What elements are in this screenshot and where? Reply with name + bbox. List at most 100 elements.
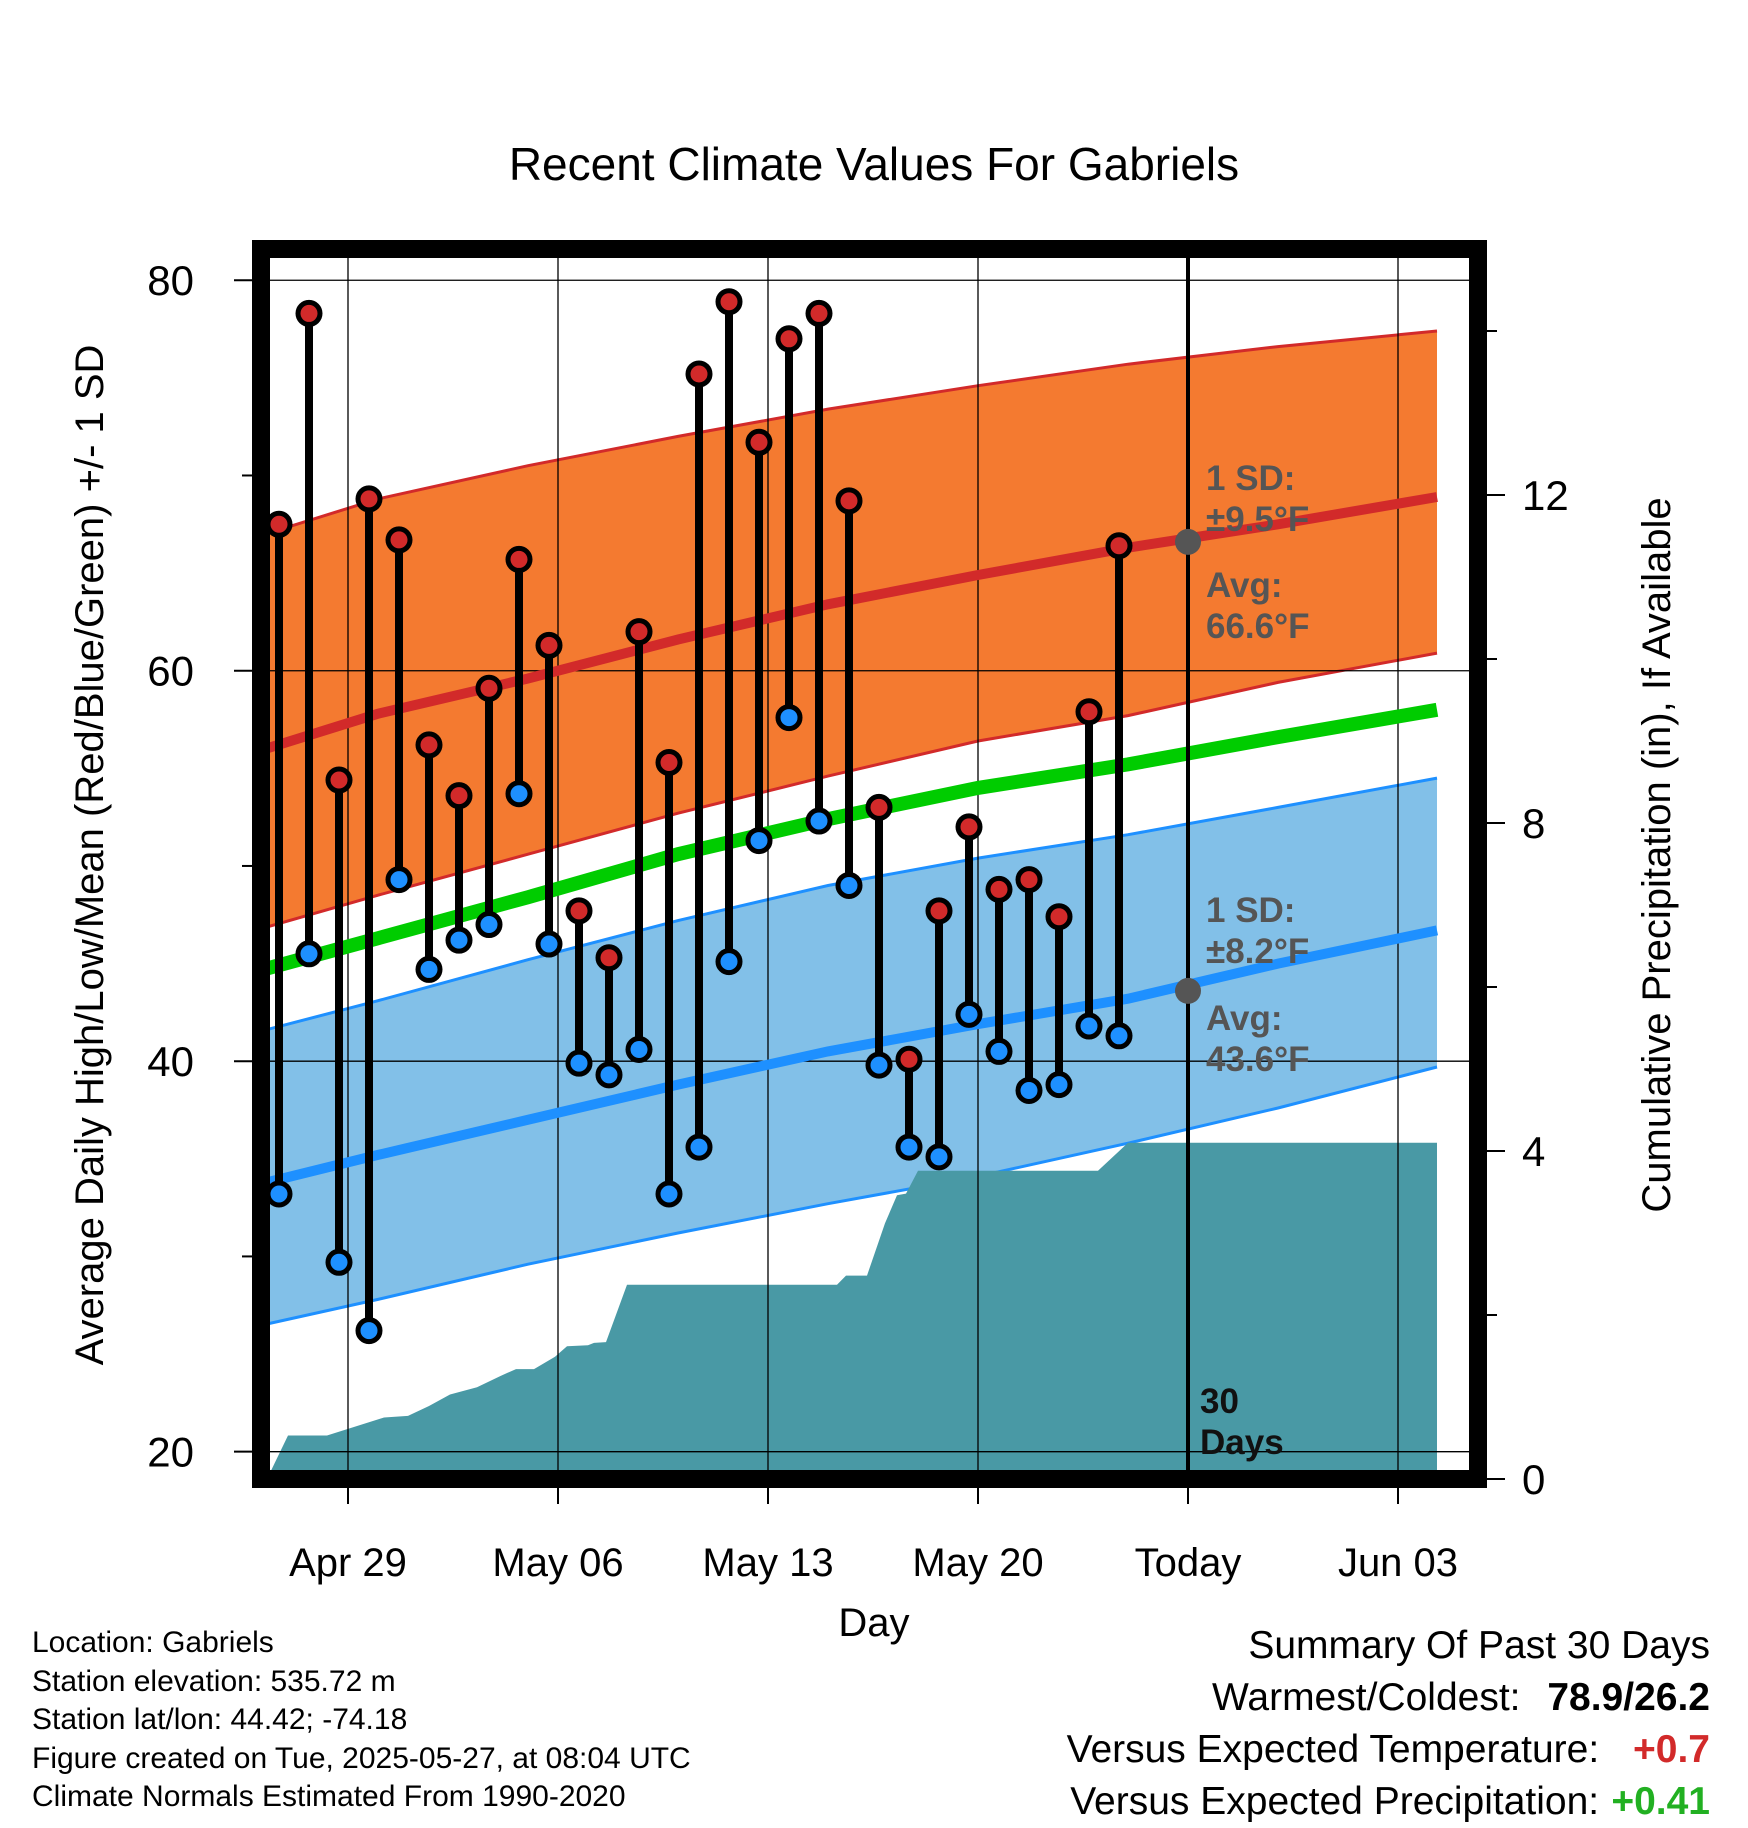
- days-label-line2: Days: [1200, 1423, 1284, 1462]
- daily-high-point: [685, 360, 713, 388]
- y-tick-label: 80: [147, 257, 194, 304]
- chart-title: Recent Climate Values For Gabriels: [509, 138, 1239, 190]
- daily-low-point: [535, 930, 563, 958]
- plot-frame: [252, 240, 1487, 1488]
- y-axis-label: Average Daily High/Low/Mean (Red/Blue/Gr…: [68, 345, 112, 1366]
- location-text: Location: Gabriels: [32, 1626, 274, 1659]
- daily-low-point: [475, 911, 503, 939]
- low-avg-marker: [1175, 977, 1201, 1004]
- daily-low-point: [355, 1317, 383, 1345]
- daily-high-point: [1105, 532, 1133, 560]
- daily-high-point: [625, 618, 653, 646]
- low-lower-line: [261, 1065, 1438, 1327]
- daily-high-point: [595, 944, 623, 972]
- daily-low-point: [835, 871, 863, 899]
- daily-low-point: [325, 1248, 353, 1276]
- warm-cold-label: Warmest/Coldest:: [1212, 1676, 1521, 1719]
- y-tick-label: 20: [147, 1429, 194, 1476]
- daily-high-point: [475, 674, 503, 702]
- daily-low-point: [505, 780, 533, 808]
- daily-high-point: [325, 766, 353, 794]
- y-tick-label: 40: [147, 1038, 194, 1085]
- y-right-tick-label: 4: [1522, 1128, 1545, 1175]
- daily-high-point: [535, 631, 563, 659]
- daily-low-point: [805, 807, 833, 835]
- temp-label: Versus Expected Temperature:: [1066, 1728, 1600, 1771]
- high-upper-line: [261, 329, 1438, 538]
- daily-low-point: [715, 948, 743, 976]
- daily-high-point: [775, 325, 803, 353]
- daily-high-point: [385, 526, 413, 554]
- daily-high-point: [895, 1045, 923, 1073]
- high-normal-line: [261, 492, 1438, 756]
- daily-low-point: [1015, 1076, 1043, 1104]
- daily-high-point: [1075, 698, 1103, 726]
- daily-low-point: [385, 866, 413, 894]
- high-sd-label: 1 SD:: [1206, 459, 1295, 498]
- daily-high-point: [445, 782, 473, 810]
- daily-low-point: [1105, 1022, 1133, 1050]
- low-normal-line: [261, 925, 1439, 1189]
- normals-text: Climate Normals Estimated From 1990-2020: [32, 1780, 626, 1813]
- daily-low-point: [655, 1180, 683, 1208]
- daily-high-point: [805, 299, 833, 327]
- daily-high-point: [835, 487, 863, 515]
- precip-row: Versus Expected Precipitation: +0.41: [1067, 1776, 1710, 1828]
- daily-low-point: [295, 940, 323, 968]
- warm-cold-row: Warmest/Coldest: 78.9/26.2: [1067, 1672, 1710, 1724]
- precip-area: [261, 1142, 1437, 1479]
- low-upper-line: [261, 776, 1438, 1033]
- daily-low-point: [595, 1061, 623, 1089]
- daily-high-point: [415, 731, 443, 759]
- daily-low-point: [745, 827, 773, 855]
- temp-value: +0.7: [1633, 1728, 1710, 1771]
- daily-low-point: [985, 1037, 1013, 1065]
- y-axis-right-label: Cumulative Precipitation (in), If Availa…: [1635, 497, 1679, 1212]
- high-avg-value: 66.6°F: [1206, 607, 1310, 646]
- high-avg-marker: [1175, 528, 1201, 555]
- daily-high-point: [355, 485, 383, 513]
- x-tick-label: Jun 03: [1338, 1541, 1458, 1585]
- x-tick-label: May 20: [912, 1541, 1043, 1585]
- daily-low-point: [685, 1133, 713, 1161]
- daily-high-point: [925, 897, 953, 925]
- y-tick-label: 60: [147, 648, 194, 695]
- low-sd-value: ±8.2°F: [1206, 932, 1309, 971]
- summary-title: Summary Of Past 30 Days: [1248, 1624, 1710, 1667]
- elevation-text: Station elevation: 535.72 m: [32, 1664, 396, 1698]
- x-axis-label: Day: [838, 1601, 909, 1645]
- y-right-tick-label: 0: [1522, 1456, 1545, 1503]
- daily-low-point: [265, 1180, 293, 1208]
- daily-low-point: [415, 955, 443, 983]
- daily-low-point: [1075, 1012, 1103, 1040]
- x-tick-label: Today: [1135, 1541, 1242, 1585]
- daily-high-point: [1015, 866, 1043, 894]
- temp-row: Versus Expected Temperature: +0.7: [1067, 1724, 1710, 1776]
- plot-inner: [261, 249, 1478, 1479]
- daily-high-point: [745, 428, 773, 456]
- daily-high-point: [295, 299, 323, 327]
- daily-high-point: [865, 793, 893, 821]
- daily-high-point: [265, 510, 293, 538]
- warm-cold-value: 78.9/26.2: [1547, 1676, 1710, 1719]
- days-label-line1: 30: [1200, 1382, 1239, 1421]
- daily-low-point: [565, 1049, 593, 1077]
- y-right-tick-label: 12: [1522, 472, 1569, 519]
- low-avg-value: 43.6°F: [1206, 1040, 1310, 1079]
- high-avg-label: Avg:: [1206, 566, 1282, 605]
- low-sd-label: 1 SD:: [1206, 891, 1295, 930]
- daily-high-point: [985, 875, 1013, 903]
- summary-panel: Summary Of Past 30 Days Warmest/Coldest:…: [1067, 1620, 1710, 1828]
- daily-high-point: [955, 813, 983, 841]
- latlon-text: Station lat/lon: 44.42; -74.18: [32, 1703, 408, 1736]
- x-tick-label: May 13: [702, 1541, 833, 1585]
- daily-low-point: [775, 704, 803, 732]
- daily-low-point: [895, 1133, 923, 1161]
- daily-low-point: [925, 1143, 953, 1171]
- y-right-tick-label: 8: [1522, 800, 1545, 847]
- precip-value: +0.41: [1611, 1780, 1710, 1823]
- x-tick-label: May 06: [492, 1541, 623, 1585]
- daily-high-point: [655, 748, 683, 776]
- created-text: Figure created on Tue, 2025-05-27, at 08…: [32, 1741, 691, 1775]
